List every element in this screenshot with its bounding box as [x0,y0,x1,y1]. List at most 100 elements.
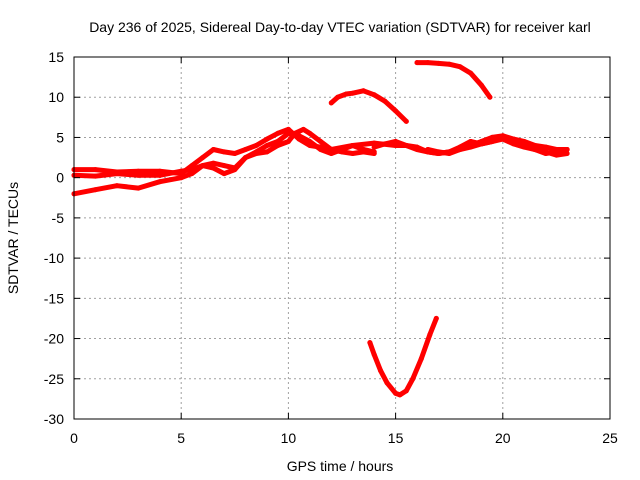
data-point [92,187,98,193]
data-point [307,130,313,136]
x-tick-label: 5 [177,430,185,446]
data-point [414,60,420,66]
data-point [307,139,313,144]
data-point [157,172,163,178]
data-point [382,98,388,104]
data-point [221,171,227,177]
data-point [350,143,356,148]
data-point [328,151,334,156]
data-point [553,152,559,158]
x-tick-label: 0 [70,430,78,446]
data-point [360,88,366,94]
y-tick-label: 5 [56,129,64,145]
y-tick-label: 0 [56,170,64,186]
data-point [446,151,452,156]
data-point [221,149,227,155]
data-point [393,390,399,396]
data-point [178,175,184,181]
data-point [343,91,349,97]
data-point [371,352,377,358]
y-axis-ticks: -30 -25 -20 -15 -10 -5 0 5 10 15 [44,49,610,427]
data-point [210,165,216,171]
data-point [410,376,416,382]
series-track-9 [367,315,439,398]
data-point [436,60,441,66]
data-point [367,340,373,346]
x-axis-label: GPS time / hours [287,458,394,474]
y-tick-label: 15 [48,49,64,65]
data-point [335,94,341,100]
chart-series-group [71,60,570,398]
data-point [414,147,420,152]
data-point [221,163,227,169]
data-point [189,171,195,177]
data-point [500,133,506,139]
data-point [425,147,431,152]
y-tick-label: -10 [44,250,64,266]
x-tick-label: 10 [281,430,297,446]
data-point [436,149,441,155]
data-point [393,139,399,144]
y-tick-label: -30 [44,411,64,427]
y-tick-label: -15 [44,290,64,306]
series-track-3 [71,126,334,197]
data-point [253,151,259,156]
data-point [457,64,463,70]
data-point [232,167,238,173]
data-point [328,100,334,106]
data-point [350,90,356,96]
data-point [397,392,403,398]
y-tick-label: -20 [44,331,64,347]
data-point [425,60,431,66]
data-point [264,136,270,142]
data-point [489,134,495,140]
data-point [427,332,433,337]
data-point [511,136,516,142]
data-point [232,151,238,156]
data-point [200,155,206,161]
data-point [378,368,384,374]
data-point [300,126,306,132]
data-point [360,147,366,152]
data-point [210,147,216,152]
data-point [135,168,141,174]
data-point [264,149,270,155]
data-point [285,126,291,132]
data-point [318,147,324,152]
chart-title: Day 236 of 2025, Sidereal Day-to-day VTE… [89,19,591,35]
data-point [468,143,474,148]
data-point [382,141,388,147]
data-point [532,147,538,152]
data-point [457,147,463,152]
data-point [371,149,377,155]
data-point [157,168,163,174]
data-point [468,70,474,76]
y-tick-label: -25 [44,371,64,387]
x-tick-label: 20 [495,430,511,446]
x-tick-label: 15 [388,430,404,446]
data-point [243,155,248,161]
data-point [285,139,291,144]
y-axis-label: SDTVAR / TECUs [5,182,21,294]
series-track-8 [414,60,493,100]
data-point [328,147,334,152]
data-point [92,173,98,179]
data-point [114,183,120,189]
data-point [403,143,409,148]
data-point [446,61,452,67]
data-point [478,82,484,88]
data-point [521,143,527,148]
data-point [433,315,439,321]
data-point [564,151,570,156]
data-point [135,185,141,191]
data-point [418,356,424,362]
data-point [543,149,549,155]
data-point [253,143,259,148]
data-point [92,167,98,173]
x-axis-ticks: 0 5 10 15 20 25 [70,57,618,446]
data-point [157,179,163,185]
data-point [350,151,356,156]
chart-grid [74,57,610,419]
data-point [403,388,409,394]
